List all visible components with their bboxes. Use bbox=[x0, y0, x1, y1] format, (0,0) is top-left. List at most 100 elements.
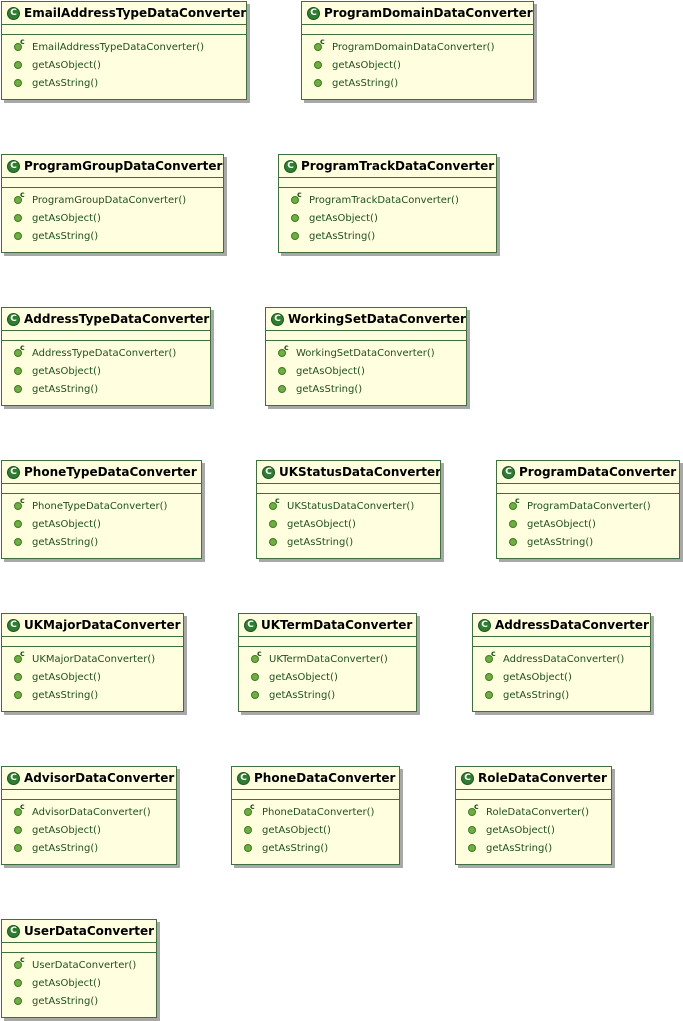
public-method-icon bbox=[509, 520, 517, 528]
class-box[interactable]: C RoleDataConverter RoleDataConverter() … bbox=[455, 766, 612, 865]
method-row[interactable]: getAsObject() bbox=[302, 56, 533, 74]
method-name: getAsString() bbox=[527, 536, 594, 548]
class-box[interactable]: C UKMajorDataConverter UKMajorDataConver… bbox=[1, 613, 184, 712]
constructor-row[interactable]: ProgramTrackDataConverter() bbox=[279, 190, 496, 209]
method-row[interactable]: getAsString() bbox=[473, 686, 650, 704]
public-method-icon bbox=[485, 673, 493, 681]
constructor-row[interactable]: ProgramDataConverter() bbox=[497, 496, 679, 515]
attributes-compartment bbox=[257, 483, 440, 494]
constructor-row[interactable]: PhoneDataConverter() bbox=[232, 802, 399, 821]
method-row[interactable]: getAsString() bbox=[2, 227, 223, 245]
class-box[interactable]: C UKStatusDataConverter UKStatusDataConv… bbox=[256, 460, 441, 559]
method-row[interactable]: getAsString() bbox=[2, 839, 176, 857]
class-box[interactable]: C AddressTypeDataConverter AddressTypeDa… bbox=[1, 307, 211, 406]
constructor-row[interactable]: EmailAddressTypeDataConverter() bbox=[2, 37, 246, 56]
methods-compartment: AdvisorDataConverter() getAsObject() get… bbox=[2, 800, 176, 859]
method-row[interactable]: getAsObject() bbox=[232, 821, 399, 839]
constructor-row[interactable]: UKMajorDataConverter() bbox=[2, 649, 183, 668]
method-row[interactable]: getAsObject() bbox=[239, 668, 416, 686]
class-box[interactable]: C UKTermDataConverter UKTermDataConverte… bbox=[238, 613, 417, 712]
class-header: C AdvisorDataConverter bbox=[2, 767, 176, 789]
method-name: EmailAddressTypeDataConverter() bbox=[32, 41, 205, 53]
constructor-row[interactable]: UKStatusDataConverter() bbox=[257, 496, 440, 515]
method-row[interactable]: getAsObject() bbox=[266, 362, 466, 380]
method-row[interactable]: getAsObject() bbox=[2, 209, 223, 227]
class-box[interactable]: C ProgramGroupDataConverter ProgramGroup… bbox=[1, 154, 224, 253]
methods-compartment: ProgramDomainDataConverter() getAsObject… bbox=[302, 35, 533, 94]
attributes-compartment bbox=[279, 177, 496, 188]
attributes-compartment bbox=[2, 24, 246, 35]
method-row[interactable]: getAsObject() bbox=[257, 515, 440, 533]
method-row[interactable]: getAsObject() bbox=[456, 821, 611, 839]
class-name: UKStatusDataConverter bbox=[279, 465, 440, 479]
constructor-icon bbox=[244, 802, 255, 816]
method-row[interactable]: getAsString() bbox=[279, 227, 496, 245]
constructor-row[interactable]: WorkingSetDataConverter() bbox=[266, 343, 466, 362]
public-method-icon bbox=[14, 232, 22, 240]
class-icon: C bbox=[7, 312, 20, 326]
method-name: WorkingSetDataConverter() bbox=[296, 347, 435, 359]
class-box[interactable]: C ProgramDomainDataConverter ProgramDoma… bbox=[301, 1, 534, 100]
method-row[interactable]: getAsString() bbox=[2, 533, 201, 551]
class-box[interactable]: C AdvisorDataConverter AdvisorDataConver… bbox=[1, 766, 177, 865]
constructor-icon bbox=[14, 496, 25, 510]
method-name: getAsObject() bbox=[309, 212, 378, 224]
method-row[interactable]: getAsObject() bbox=[2, 515, 201, 533]
method-row[interactable]: getAsString() bbox=[497, 533, 679, 551]
attributes-compartment bbox=[2, 636, 183, 647]
class-box[interactable]: C EmailAddressTypeDataConverter EmailAdd… bbox=[1, 1, 247, 100]
constructor-row[interactable]: AddressTypeDataConverter() bbox=[2, 343, 210, 362]
method-row[interactable]: getAsString() bbox=[2, 380, 210, 398]
method-name: AddressTypeDataConverter() bbox=[32, 347, 177, 359]
method-name: UKStatusDataConverter() bbox=[287, 500, 415, 512]
class-box[interactable]: C PhoneTypeDataConverter PhoneTypeDataCo… bbox=[1, 460, 202, 559]
attributes-compartment bbox=[302, 24, 533, 35]
method-row[interactable]: getAsString() bbox=[302, 74, 533, 92]
method-row[interactable]: getAsString() bbox=[239, 686, 416, 704]
method-row[interactable]: getAsString() bbox=[266, 380, 466, 398]
class-icon: C bbox=[7, 465, 20, 479]
method-name: getAsString() bbox=[332, 77, 399, 89]
constructor-row[interactable]: RoleDataConverter() bbox=[456, 802, 611, 821]
constructor-icon bbox=[468, 802, 479, 816]
method-row[interactable]: getAsString() bbox=[2, 992, 156, 1010]
method-row[interactable]: getAsString() bbox=[456, 839, 611, 857]
class-box[interactable]: C ProgramDataConverter ProgramDataConver… bbox=[496, 460, 680, 559]
method-row[interactable]: getAsObject() bbox=[2, 974, 156, 992]
class-box[interactable]: C WorkingSetDataConverter WorkingSetData… bbox=[265, 307, 467, 406]
method-row[interactable]: getAsObject() bbox=[2, 56, 246, 74]
method-row[interactable]: getAsObject() bbox=[2, 362, 210, 380]
methods-compartment: AddressDataConverter() getAsObject() get… bbox=[473, 647, 650, 706]
constructor-icon bbox=[278, 343, 289, 357]
method-row[interactable]: getAsString() bbox=[2, 686, 183, 704]
constructor-row[interactable]: UserDataConverter() bbox=[2, 955, 156, 974]
method-row[interactable]: getAsObject() bbox=[473, 668, 650, 686]
method-name: ProgramGroupDataConverter() bbox=[32, 194, 187, 206]
constructor-row[interactable]: ProgramGroupDataConverter() bbox=[2, 190, 223, 209]
method-row[interactable]: getAsString() bbox=[257, 533, 440, 551]
method-name: getAsString() bbox=[32, 383, 99, 395]
constructor-row[interactable]: AdvisorDataConverter() bbox=[2, 802, 176, 821]
class-box[interactable]: C PhoneDataConverter PhoneDataConverter(… bbox=[231, 766, 400, 865]
method-row[interactable]: getAsObject() bbox=[497, 515, 679, 533]
class-box[interactable]: C ProgramTrackDataConverter ProgramTrack… bbox=[278, 154, 497, 253]
class-icon: C bbox=[7, 618, 20, 632]
constructor-row[interactable]: UKTermDataConverter() bbox=[239, 649, 416, 668]
attributes-compartment bbox=[2, 942, 156, 953]
method-name: PhoneDataConverter() bbox=[262, 806, 375, 818]
class-box[interactable]: C AddressDataConverter AddressDataConver… bbox=[472, 613, 651, 712]
method-name: getAsObject() bbox=[296, 365, 365, 377]
class-name: PhoneTypeDataConverter bbox=[24, 465, 197, 479]
class-box[interactable]: C UserDataConverter UserDataConverter() … bbox=[1, 919, 157, 1018]
method-name: getAsString() bbox=[269, 689, 336, 701]
constructor-row[interactable]: AddressDataConverter() bbox=[473, 649, 650, 668]
method-row[interactable]: getAsObject() bbox=[279, 209, 496, 227]
constructor-row[interactable]: PhoneTypeDataConverter() bbox=[2, 496, 201, 515]
method-row[interactable]: getAsString() bbox=[232, 839, 399, 857]
class-header: C UKTermDataConverter bbox=[239, 614, 416, 636]
method-name: getAsString() bbox=[503, 689, 570, 701]
method-row[interactable]: getAsString() bbox=[2, 74, 246, 92]
method-row[interactable]: getAsObject() bbox=[2, 821, 176, 839]
method-row[interactable]: getAsObject() bbox=[2, 668, 183, 686]
constructor-row[interactable]: ProgramDomainDataConverter() bbox=[302, 37, 533, 56]
